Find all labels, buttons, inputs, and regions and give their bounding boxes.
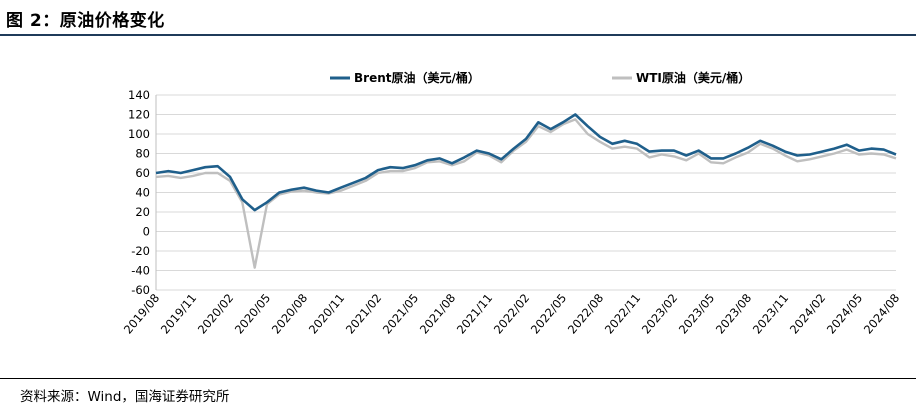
figure-title: 图 2：原油价格变化 <box>6 11 165 31</box>
x-tick-label: 2024/02 <box>787 291 828 337</box>
y-tick-label: -60 <box>131 283 150 297</box>
y-tick-label: 100 <box>128 127 150 141</box>
x-tick-label: 2021/08 <box>417 291 458 337</box>
x-tick-label: 2020/08 <box>269 291 310 337</box>
series-lines <box>155 113 897 269</box>
x-tick-label: 2021/05 <box>380 291 421 337</box>
x-tick-label: 2021/11 <box>454 291 495 337</box>
legend: Brent原油（美元/桶） WTI原油（美元/桶） <box>330 70 750 85</box>
legend-label-wti: WTI原油（美元/桶） <box>636 70 750 85</box>
y-tick-label: 140 <box>128 88 150 102</box>
x-tick-label: 2023/11 <box>750 291 791 337</box>
y-tick-label: -40 <box>131 264 150 278</box>
x-tick-label: 2020/05 <box>232 291 273 337</box>
x-tick-label: 2022/08 <box>565 291 606 337</box>
x-tick-label: 2020/02 <box>195 291 236 337</box>
x-tick-label: 2024/05 <box>824 291 865 337</box>
legend-label-brent: Brent原油（美元/桶） <box>354 70 480 85</box>
y-tick-label: 40 <box>135 186 150 200</box>
source-note: 资料来源：Wind，国海证券研究所 <box>20 389 230 405</box>
y-tick-label: 20 <box>135 205 150 219</box>
x-axis: 2019/082019/112020/022020/052020/082020/… <box>121 291 902 337</box>
x-tick-label: 2022/05 <box>528 291 569 337</box>
x-tick-label: 2021/02 <box>343 291 384 337</box>
x-tick-label: 2023/05 <box>676 291 717 337</box>
x-tick-label: 2020/11 <box>306 291 347 337</box>
y-tick-label: -20 <box>131 244 150 258</box>
y-tick-label: 0 <box>143 225 150 239</box>
title-rule <box>0 34 916 36</box>
oil-price-chart: 140 120 100 80 60 40 20 0 -20 -40 -60 2019/082019/… <box>121 70 902 337</box>
y-tick-label: 120 <box>128 108 150 122</box>
x-tick-label: 2023/02 <box>639 291 680 337</box>
x-tick-label: 2019/08 <box>121 291 162 337</box>
x-tick-label: 2022/02 <box>491 291 532 337</box>
gridlines <box>156 94 896 291</box>
y-tick-label: 60 <box>135 166 150 180</box>
series-line-brent <box>155 113 897 212</box>
series-line-wti <box>155 118 897 269</box>
x-tick-label: 2019/11 <box>158 291 199 337</box>
x-tick-label: 2022/11 <box>602 291 643 337</box>
source-rule <box>0 378 916 379</box>
y-axis: 140 120 100 80 60 40 20 0 -20 -40 -60 <box>128 88 157 297</box>
y-tick-label: 80 <box>135 147 150 161</box>
x-tick-label: 2023/08 <box>713 291 754 337</box>
x-tick-label: 2024/08 <box>861 291 902 337</box>
